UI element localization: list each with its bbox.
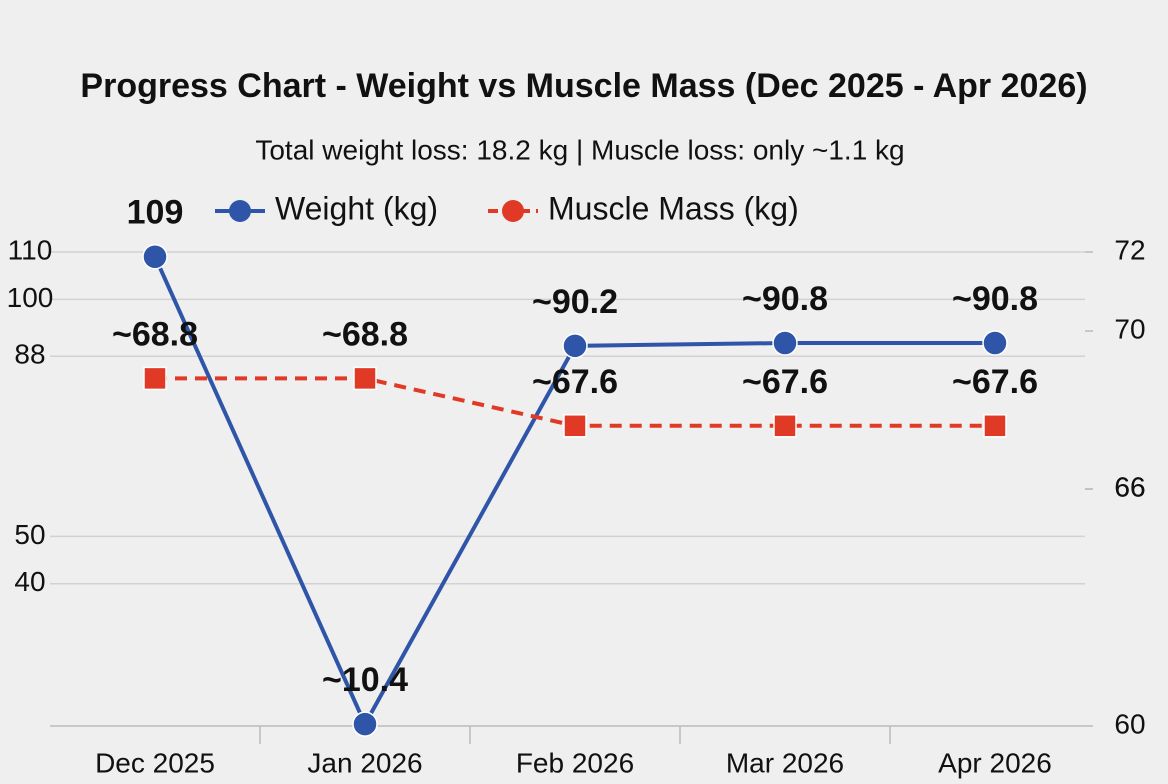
data-point [983, 414, 1007, 438]
data-label: ~90.2 [532, 283, 618, 321]
data-point [773, 414, 797, 438]
data-point [562, 333, 588, 359]
legend-label: Weight (kg) [275, 190, 438, 226]
data-point [353, 366, 377, 391]
data-label: ~67.6 [952, 363, 1038, 401]
y-tick-label: 110 [8, 234, 53, 265]
y2-tick-label: 66 [1114, 471, 1145, 502]
data-label: ~68.8 [322, 315, 408, 353]
y-tick-label: 40 [14, 566, 45, 597]
chart-subtitle: Total weight loss: 18.2 kg | Muscle loss… [255, 134, 904, 165]
x-tick-label: Feb 2026 [516, 747, 634, 778]
data-label: ~90.8 [742, 280, 828, 318]
data-point [982, 330, 1008, 356]
legend: Weight (kg) Muscle Mass (kg) [215, 190, 799, 226]
y-tick-label: 50 [14, 519, 45, 550]
data-point [772, 330, 798, 356]
legend-marker [229, 200, 251, 222]
data-label: ~10.4 [322, 661, 408, 699]
data-point [143, 366, 167, 391]
y2-tick-label: 60 [1114, 708, 1145, 739]
x-tick-label: Jan 2026 [307, 747, 422, 778]
data-point [142, 243, 168, 270]
legend-label: Muscle Mass (kg) [548, 190, 799, 226]
data-point [563, 414, 587, 438]
y2-tick-label: 70 [1114, 313, 1145, 344]
chart-title: Progress Chart - Weight vs Muscle Mass (… [80, 67, 1087, 105]
data-label: ~67.6 [742, 363, 828, 401]
x-tick-label: Apr 2026 [938, 747, 1052, 778]
data-label: 109 [127, 194, 184, 232]
x-tick-label: Mar 2026 [726, 747, 844, 778]
data-label: ~67.6 [532, 363, 618, 401]
y2-tick-label: 72 [1114, 234, 1145, 265]
data-label: ~90.8 [952, 280, 1038, 318]
data-point [352, 711, 378, 737]
y2-tick-label: 66 [1114, 471, 1145, 502]
data-label: ~68.8 [112, 315, 198, 353]
x-tick-label: Dec 2025 [95, 747, 215, 778]
legend-marker [502, 200, 525, 222]
y-tick-label: 100 [7, 282, 54, 313]
y-tick-label: 88 [14, 339, 45, 370]
